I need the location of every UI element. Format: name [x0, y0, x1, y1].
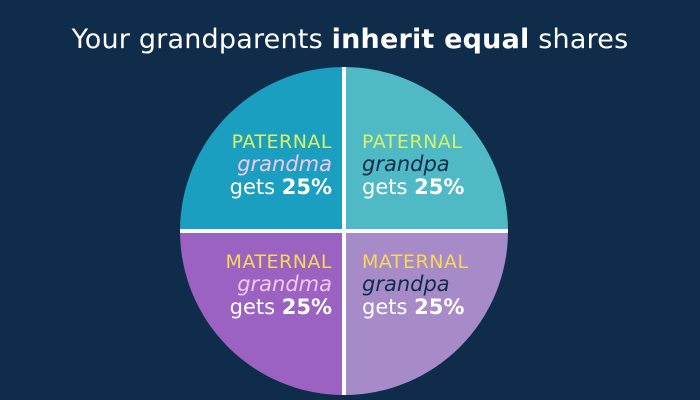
slice-share-label: gets 25% — [230, 295, 332, 319]
pie-slice — [180, 67, 344, 231]
slice-grandparent-label: grandpa — [362, 152, 450, 176]
pie-slice — [344, 231, 508, 395]
slice-grandparent-label: grandpa — [362, 272, 450, 296]
title-part-1: Your grandparents — [71, 24, 332, 55]
slice-category-label: MATERNAL — [362, 251, 469, 273]
chart-title: Your grandparents inherit equal shares — [0, 24, 700, 55]
title-bold: inherit equal — [331, 24, 530, 55]
slice-share-label: gets 25% — [362, 175, 464, 199]
pie-slice — [180, 231, 344, 395]
pie-slice — [344, 67, 508, 231]
slice-category-label: PATERNAL — [232, 131, 332, 153]
pie-dividers — [180, 67, 508, 395]
slice-grandparent-label: grandma — [237, 272, 332, 296]
slice-grandparent-label: grandma — [237, 152, 332, 176]
slice-share-label: gets 25% — [230, 175, 332, 199]
slice-category-label: PATERNAL — [362, 131, 462, 153]
title-part-2: shares — [529, 24, 629, 55]
slice-share-label: gets 25% — [362, 295, 464, 319]
slice-category-label: MATERNAL — [225, 251, 332, 273]
pie-slices — [180, 67, 508, 395]
